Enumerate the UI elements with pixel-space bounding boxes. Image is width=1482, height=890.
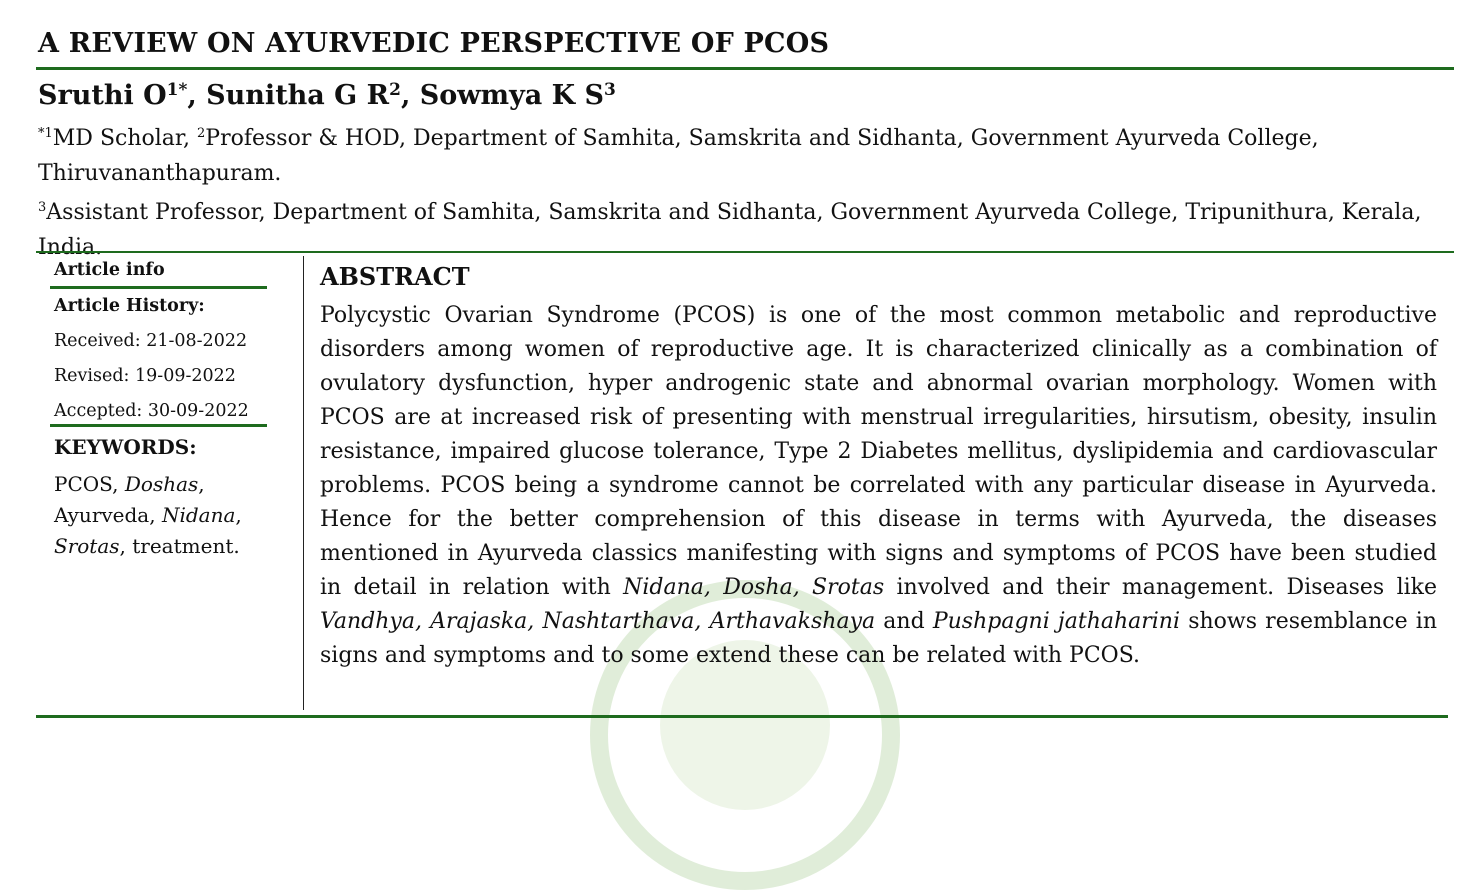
header-rule (36, 251, 1454, 253)
abstract-heading: ABSTRACT (320, 262, 470, 291)
author-affil-mark: 3 (604, 80, 616, 100)
author-name: Sruthi O (38, 80, 167, 111)
keyword-sep: , treatment. (119, 534, 240, 558)
affil-text: Assistant Professor, Department of Samhi… (38, 200, 1422, 260)
abstract-italic: Nidana, Dosha, Srotas (623, 575, 885, 600)
keywords-list: PCOS, Doshas, Ayurveda, Nidana, Srotas, … (54, 469, 284, 562)
revised-date: Revised: 19-09-2022 (54, 366, 236, 386)
affiliations: *1MD Scholar, 2Professor & HOD, Departme… (38, 117, 1458, 265)
article-info-rule (50, 286, 267, 289)
author-affil-mark: 1* (166, 80, 188, 100)
abstract-body: Polycystic Ovarian Syndrome (PCOS) is on… (320, 299, 1437, 673)
history-rule (50, 424, 267, 427)
affiliation-line: 3Assistant Professor, Department of Samh… (38, 191, 1458, 265)
keyword: Ayurveda (54, 503, 150, 527)
keyword: Nidana (161, 503, 236, 527)
keyword-sep: , (235, 503, 242, 527)
keywords-heading: KEYWORDS: (54, 435, 197, 459)
title-rule (36, 67, 1454, 70)
author-name: Sowmya K S (419, 80, 605, 111)
author-affil-mark: 2 (389, 80, 401, 100)
author-separator: , (400, 80, 420, 111)
keyword: PCOS (54, 472, 113, 496)
affil-text: Professor & HOD, Department of Samhita, … (38, 126, 1319, 186)
abstract-text: Polycystic Ovarian Syndrome (PCOS) is on… (320, 303, 1437, 600)
affil-mark: 2 (196, 126, 206, 141)
keyword: Srotas (54, 534, 120, 558)
abstract-text: and (875, 609, 933, 634)
affiliation-line: *1MD Scholar, 2Professor & HOD, Departme… (38, 117, 1458, 191)
keyword-sep: , (112, 472, 125, 496)
column-divider (303, 256, 304, 710)
author-name: Sunitha G R (206, 80, 390, 111)
accepted-date: Accepted: 30-09-2022 (54, 401, 249, 421)
affil-mark: *1 (38, 126, 53, 141)
abstract-italic: Pushpagni jathaharini (932, 609, 1181, 634)
article-info-heading: Article info (54, 260, 165, 280)
affil-text: MD Scholar, (52, 126, 197, 151)
abstract-text: involved and their management. Diseases … (884, 575, 1437, 600)
keyword-sep: , (149, 503, 162, 527)
keyword: Doshas (124, 472, 199, 496)
abstract-text: shows resemblance in signs and symptoms … (320, 609, 1438, 668)
author-separator: , (187, 80, 207, 111)
footer-rule (36, 715, 1448, 718)
article-info-sidebar: Article info Article History: Received: … (50, 260, 284, 562)
abstract-italic: Vandhya, Arajaska, Nashtarthava, Arthava… (320, 609, 876, 634)
author-list: Sruthi O1*, Sunitha G R2, Sowmya K S3 (38, 80, 616, 111)
affil-mark: 3 (38, 200, 47, 215)
article-history-heading: Article History: (54, 296, 205, 316)
paper-title: A REVIEW ON AYURVEDIC PERSPECTIVE OF PCO… (38, 28, 830, 59)
keyword-sep: , (198, 472, 205, 496)
received-date: Received: 21-08-2022 (54, 331, 248, 351)
